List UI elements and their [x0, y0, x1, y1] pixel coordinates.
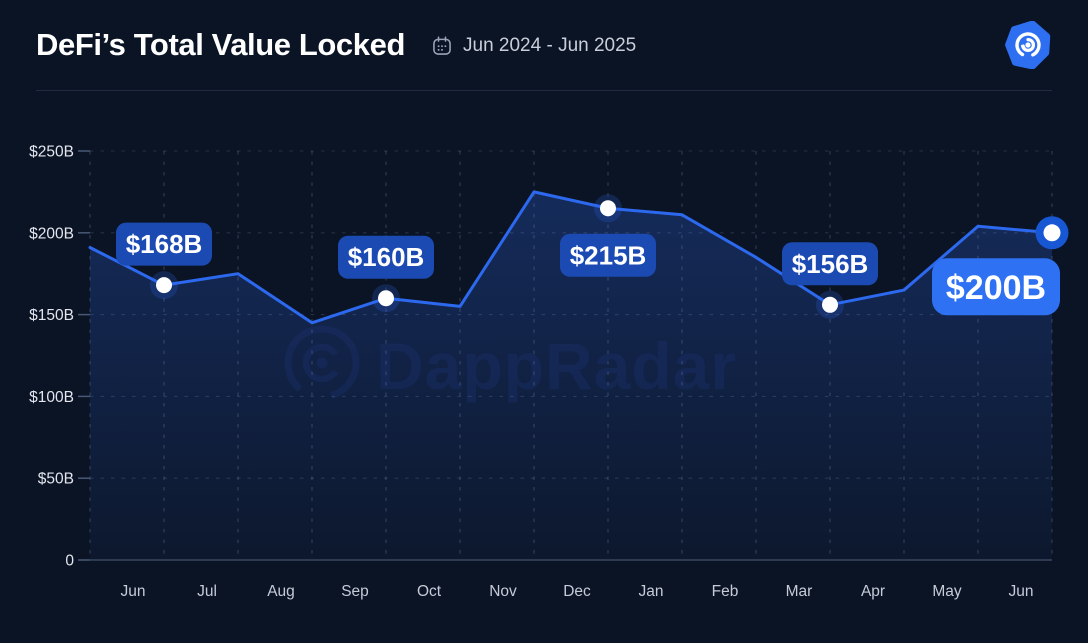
x-axis-label: Jun [1009, 583, 1034, 600]
data-point-marker [156, 277, 172, 294]
value-badge: $168B [116, 222, 212, 266]
value-badge-bg [338, 235, 434, 279]
value-badge-bg [116, 222, 212, 266]
x-axis-label: Feb [712, 583, 739, 600]
value-badge-label: $168B [126, 229, 203, 259]
x-axis-label: Mar [786, 583, 813, 600]
x-axis-label: Apr [861, 583, 885, 600]
date-range-label: Jun 2024 - Jun 2025 [463, 35, 637, 56]
value-badge: $215B [560, 233, 656, 277]
x-axis-label: Nov [489, 583, 517, 600]
watermark: DappRadar [284, 325, 737, 403]
data-point-marker [378, 290, 394, 307]
x-axis-label: Jan [639, 583, 664, 600]
y-axis-label: 0 [65, 553, 74, 570]
dappradar-logo-icon [1005, 20, 1051, 70]
value-badge-label: $215B [570, 240, 647, 270]
value-badge-bg [560, 233, 656, 277]
calendar-icon [433, 36, 451, 55]
value-badge: $160B [338, 235, 434, 279]
x-axis-label: Sep [341, 583, 369, 600]
value-badge-label: $160B [348, 242, 425, 272]
x-axis-label: May [932, 583, 962, 600]
y-axis-label: $250B [29, 144, 74, 161]
value-badge: $156B [782, 242, 878, 286]
watermark-radar-dot [316, 357, 328, 369]
watermark-radar-icon-inner [302, 343, 342, 383]
area-fill [90, 191, 1052, 560]
x-axis-label: Oct [417, 583, 442, 600]
data-point-marker [600, 200, 616, 217]
page-title: DeFi’s Total Value Locked [36, 27, 405, 62]
value-badge: $200B [932, 258, 1060, 316]
data-point-marker [1043, 224, 1061, 242]
dappradar-logo [1004, 20, 1052, 70]
y-axis-label: $50B [38, 471, 74, 488]
y-axis-label: $200B [29, 225, 74, 242]
header-divider [36, 90, 1052, 91]
y-axis-label: $100B [29, 389, 74, 406]
x-axis-label: Dec [563, 583, 591, 600]
date-range: Jun 2024 - Jun 2025 [431, 35, 636, 57]
watermark-radar-icon [284, 325, 360, 401]
value-badge-bg [782, 242, 878, 286]
x-axis-label: Jul [197, 583, 217, 600]
value-badge-label: $156B [792, 249, 869, 279]
y-axis-label: $150B [29, 307, 74, 324]
x-axis-label: Aug [267, 583, 295, 600]
watermark-text: DappRadar [376, 329, 737, 403]
value-badge-label: $200B [946, 269, 1046, 307]
x-axis-label: Jun [121, 583, 146, 600]
value-badge-bg [932, 258, 1060, 316]
tvl-line [88, 190, 1054, 325]
data-point-marker [822, 296, 838, 313]
header: DeFi’s Total Value Locked Jun 2024 - Jun… [0, 0, 1088, 90]
